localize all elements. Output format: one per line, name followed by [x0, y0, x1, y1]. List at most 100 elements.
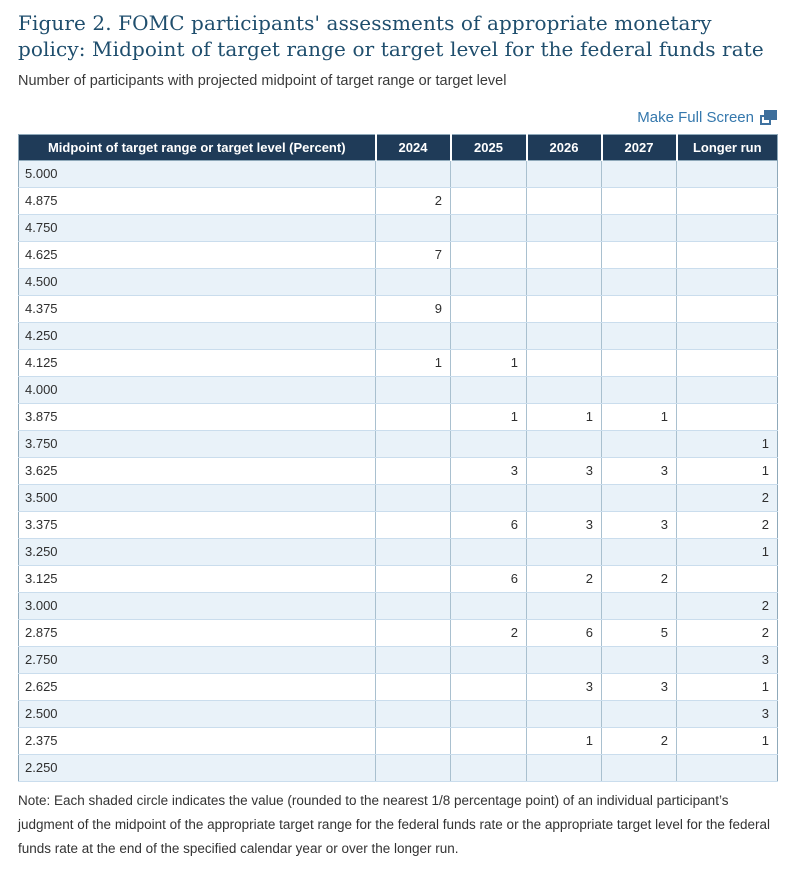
- participant-count-cell: [450, 187, 527, 215]
- participant-count-cell: [526, 484, 602, 512]
- participant-count-cell: [375, 727, 451, 755]
- participant-count-cell: [375, 322, 451, 350]
- participant-count-cell: [526, 214, 602, 242]
- table-row: 2.250: [18, 754, 778, 782]
- participant-count-cell: [601, 241, 677, 269]
- participant-count-cell: [375, 700, 451, 728]
- fullscreen-icon-solid: [764, 110, 777, 120]
- policy-table-head: Midpoint of target range or target level…: [18, 134, 778, 161]
- participant-count-cell: [676, 268, 778, 296]
- participant-count-cell: [375, 619, 451, 647]
- participant-count-cell: 2: [375, 187, 451, 215]
- make-full-screen-label: Make Full Screen: [637, 109, 754, 126]
- participant-count-cell: [450, 160, 527, 188]
- rate-label: 4.625: [18, 241, 376, 269]
- column-header-rate: Midpoint of target range or target level…: [18, 134, 377, 161]
- participant-count-cell: 3: [676, 646, 778, 674]
- table-row: 3.250 1: [18, 538, 778, 566]
- participant-count-cell: [375, 268, 451, 296]
- participant-count-cell: [676, 187, 778, 215]
- participant-count-cell: 3: [526, 457, 602, 485]
- participant-count-cell: [526, 592, 602, 620]
- participant-count-cell: 6: [450, 565, 527, 593]
- participant-count-cell: [450, 430, 527, 458]
- participant-count-cell: [450, 484, 527, 512]
- participant-count-cell: [375, 538, 451, 566]
- participant-count-cell: [601, 484, 677, 512]
- participant-count-cell: [526, 538, 602, 566]
- rate-label: 3.000: [18, 592, 376, 620]
- participant-count-cell: [526, 754, 602, 782]
- participant-count-cell: 1: [375, 349, 451, 377]
- figure-note: Note: Each shaded circle indicates the v…: [18, 793, 770, 856]
- participant-count-cell: 1: [676, 457, 778, 485]
- participant-count-cell: [375, 592, 451, 620]
- table-row: 3.000 2: [18, 592, 778, 620]
- participant-count-cell: 3: [526, 511, 602, 539]
- participant-count-cell: [450, 214, 527, 242]
- participant-count-cell: [375, 511, 451, 539]
- participant-count-cell: [676, 349, 778, 377]
- participant-count-cell: [676, 376, 778, 404]
- participant-count-cell: [601, 268, 677, 296]
- participant-count-cell: [601, 538, 677, 566]
- participant-count-cell: [450, 322, 527, 350]
- participant-count-cell: [526, 646, 602, 674]
- table-row: 4.625 7: [18, 241, 778, 269]
- participant-count-cell: 6: [450, 511, 527, 539]
- participant-count-cell: [375, 673, 451, 701]
- participant-count-cell: [450, 268, 527, 296]
- participant-count-cell: [375, 214, 451, 242]
- participant-count-cell: 2: [676, 592, 778, 620]
- rate-label: 2.625: [18, 673, 376, 701]
- table-row: 5.000: [18, 160, 778, 188]
- make-full-screen-link[interactable]: Make Full Screen: [637, 109, 777, 126]
- participant-count-cell: [450, 538, 527, 566]
- participant-count-cell: 2: [676, 484, 778, 512]
- header-row: Midpoint of target range or target level…: [18, 134, 778, 161]
- column-header: 2026: [526, 134, 603, 161]
- rate-label: 3.375: [18, 511, 376, 539]
- table-row: 4.250: [18, 322, 778, 350]
- rate-label: 4.500: [18, 268, 376, 296]
- participant-count-cell: 1: [450, 403, 527, 431]
- participant-count-cell: [676, 214, 778, 242]
- participant-count-cell: [526, 160, 602, 188]
- participant-count-cell: [526, 349, 602, 377]
- participant-count-cell: [601, 700, 677, 728]
- column-header: 2025: [450, 134, 528, 161]
- participant-count-cell: [375, 160, 451, 188]
- participant-count-cell: 1: [676, 430, 778, 458]
- participant-count-cell: [676, 241, 778, 269]
- participant-count-cell: [450, 727, 527, 755]
- table-row: 2.875 2 6 5 2: [18, 619, 778, 647]
- participant-count-cell: [526, 268, 602, 296]
- rate-label: 3.875: [18, 403, 376, 431]
- participant-count-cell: 3: [676, 700, 778, 728]
- participant-count-cell: [601, 295, 677, 323]
- rate-label: 4.000: [18, 376, 376, 404]
- column-header: Longer run: [676, 134, 778, 161]
- table-row: 4.875 2: [18, 187, 778, 215]
- table-row: 4.375 9: [18, 295, 778, 323]
- table-row: 2.500 3: [18, 700, 778, 728]
- participant-count-cell: [601, 214, 677, 242]
- table-row: 2.750 3: [18, 646, 778, 674]
- participant-count-cell: [450, 646, 527, 674]
- table-row: 3.875 1 1 1: [18, 403, 778, 431]
- participant-count-cell: [450, 754, 527, 782]
- participant-count-cell: 6: [526, 619, 602, 647]
- participant-count-cell: [601, 754, 677, 782]
- participant-count-cell: [676, 295, 778, 323]
- participant-count-cell: [601, 322, 677, 350]
- fullscreen-bar: Make Full Screen: [18, 109, 777, 131]
- participant-count-cell: 1: [676, 538, 778, 566]
- rate-label: 3.125: [18, 565, 376, 593]
- table-row: 3.625 3 3 3 1: [18, 457, 778, 485]
- participant-count-cell: 1: [450, 349, 527, 377]
- participant-count-cell: 1: [676, 673, 778, 701]
- figure-subtitle: Number of participants with projected mi…: [18, 73, 507, 89]
- participant-count-cell: [450, 376, 527, 404]
- participant-count-cell: [375, 430, 451, 458]
